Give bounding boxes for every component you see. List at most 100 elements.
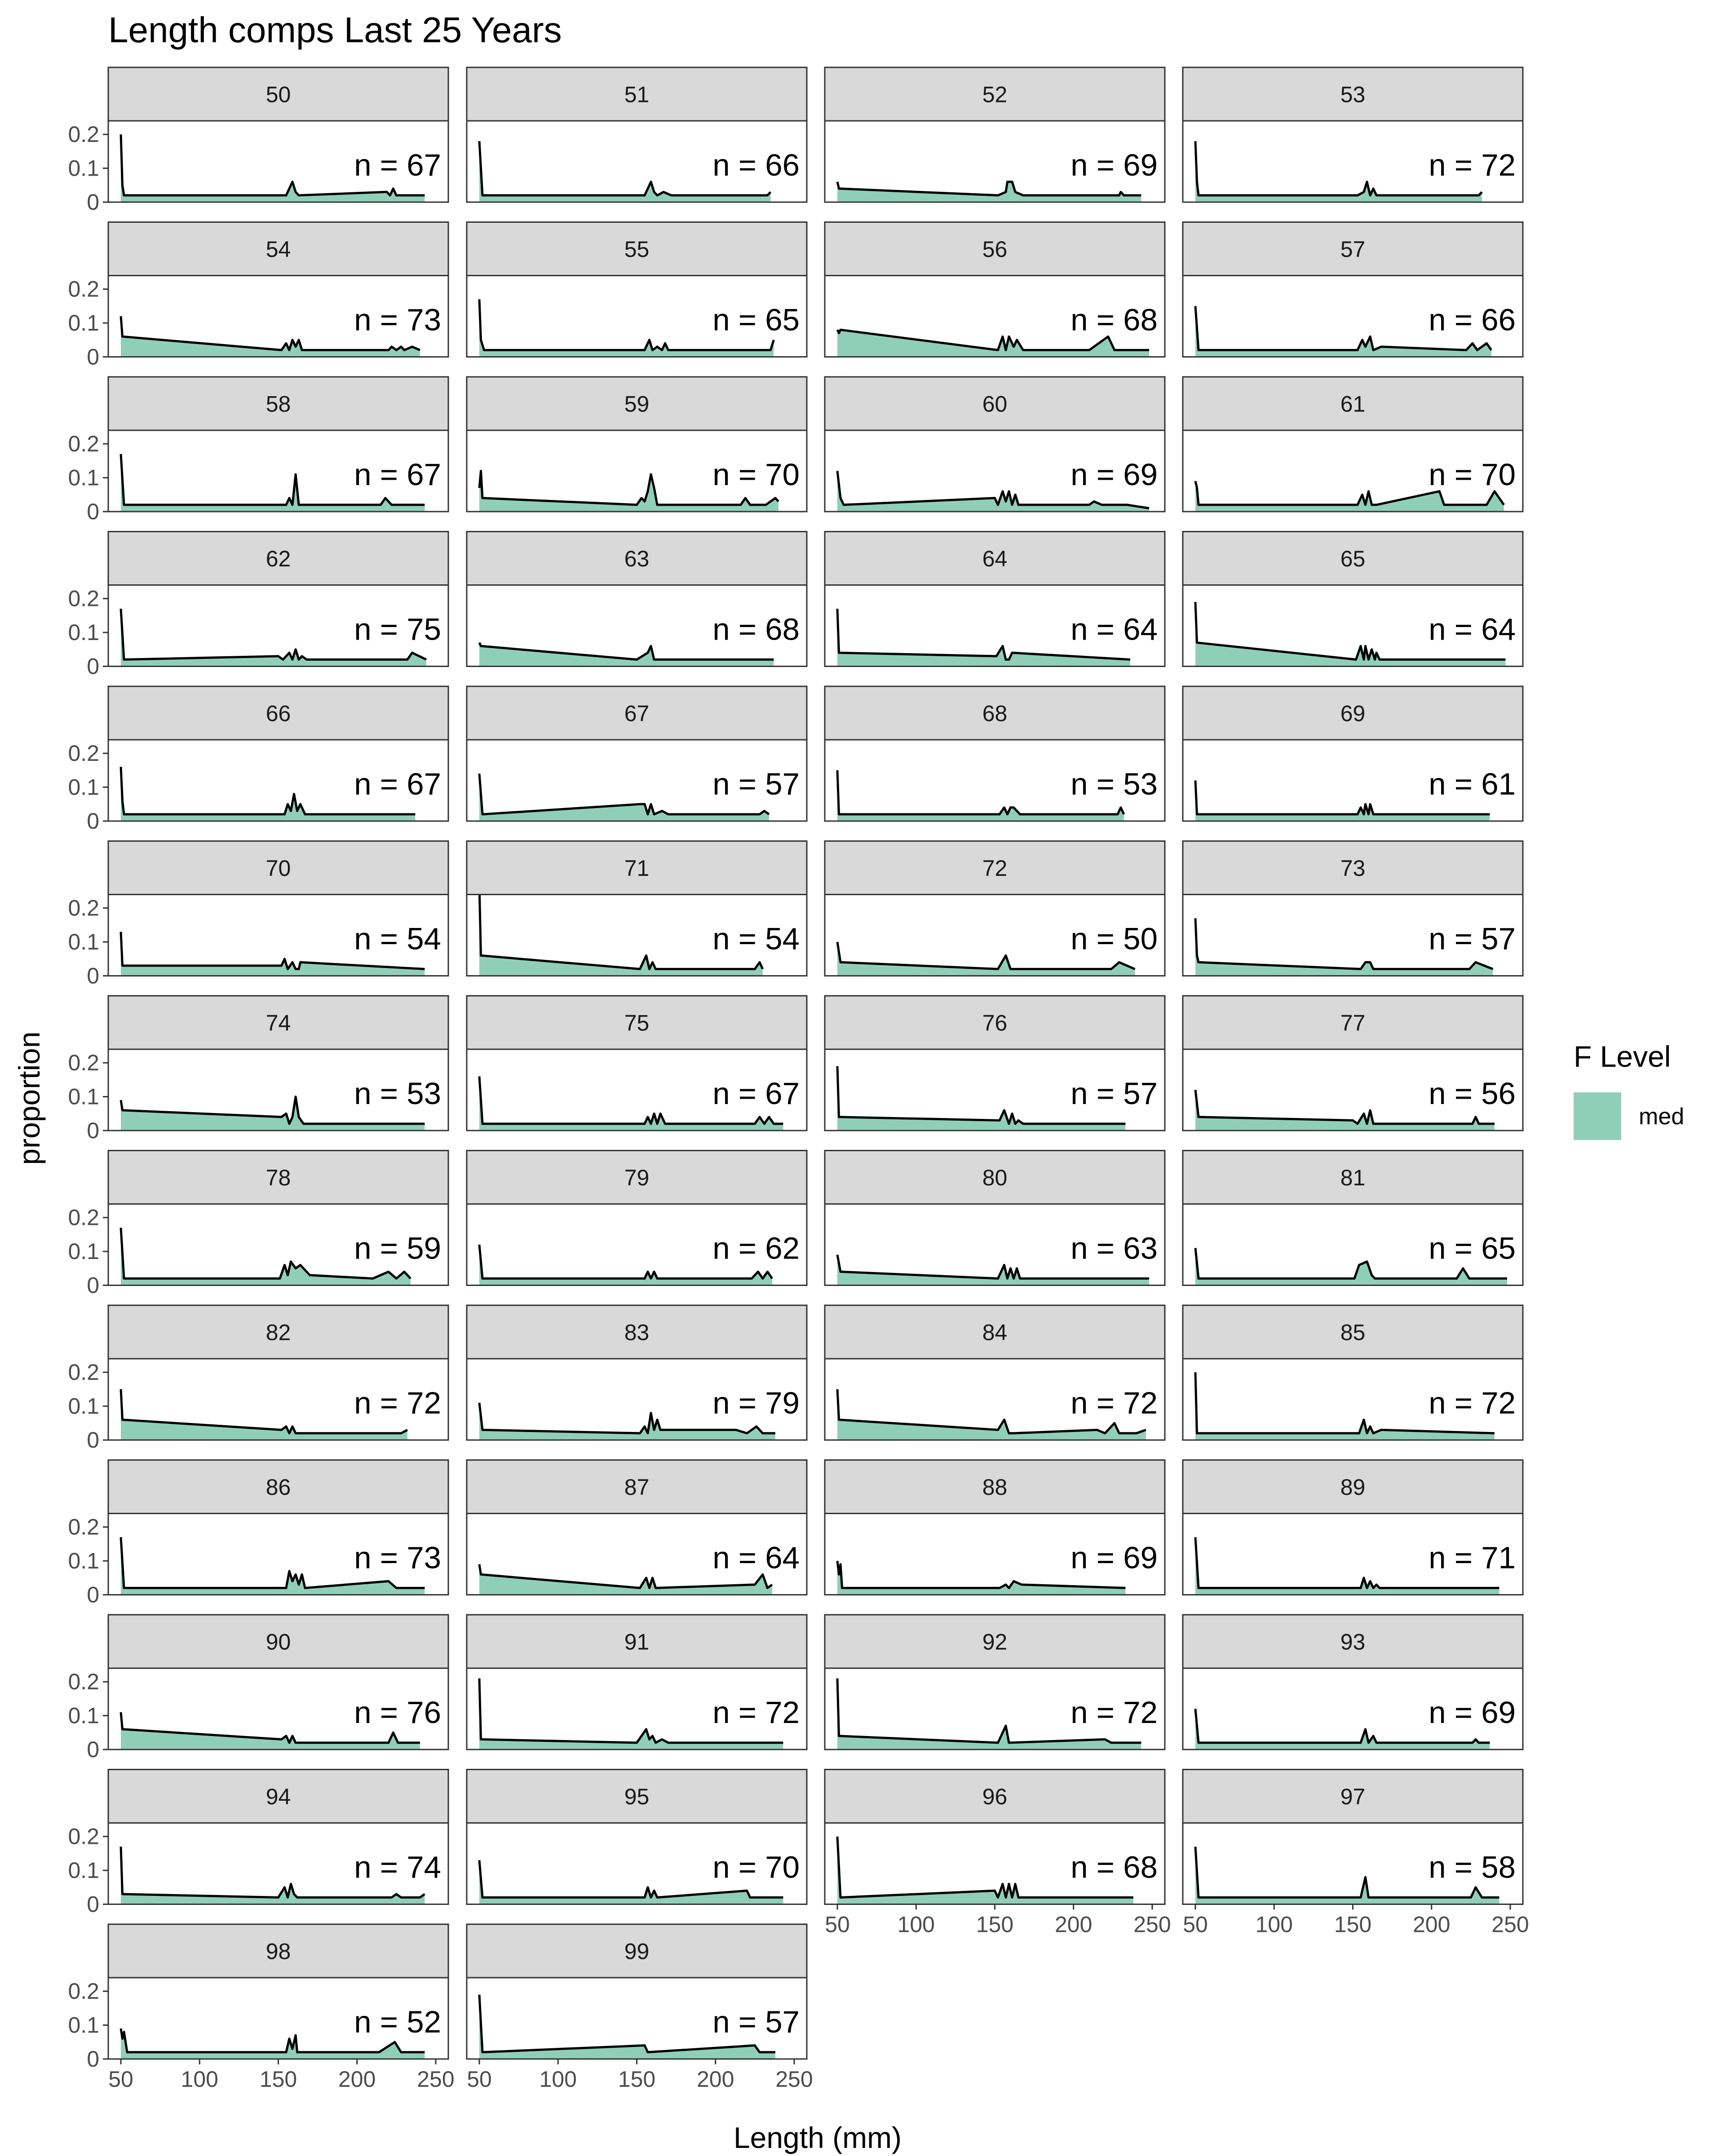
strip-83 <box>466 1304 808 1360</box>
panel-border-82 <box>107 1358 449 1441</box>
strip-label-97: 97 <box>1340 1784 1366 1809</box>
x-tick-label: 50 <box>1183 1912 1208 1937</box>
strip-99 <box>466 1923 808 1979</box>
y-tick-label: 0.2 <box>68 122 99 147</box>
n-label-94: n = 74 <box>354 1850 441 1885</box>
y-tick-label: 0.2 <box>68 896 99 921</box>
panel-93: 93 n = 69 <box>1182 1614 1524 1750</box>
panel-border-54 <box>107 275 449 358</box>
y-tick-label: 0.1 <box>68 1394 99 1419</box>
n-label-90: n = 76 <box>354 1695 441 1730</box>
panel-57: 57 n = 66 <box>1182 221 1524 358</box>
legend-title: F Level <box>1574 1040 1671 1073</box>
strip-label-61: 61 <box>1340 392 1366 417</box>
n-label-93: n = 69 <box>1429 1695 1516 1730</box>
panel-54: 54 n = 73 0 0.1 0.2 <box>68 221 449 370</box>
strip-label-94: 94 <box>266 1784 291 1809</box>
area-69 <box>1195 780 1490 821</box>
strip-label-96: 96 <box>982 1784 1008 1809</box>
n-label-80: n = 63 <box>1070 1231 1158 1266</box>
x-tick-label: 150 <box>976 1912 1013 1937</box>
panel-border-59 <box>466 429 808 512</box>
y-tick-label: 0.1 <box>68 929 99 954</box>
strip-69 <box>1182 685 1524 741</box>
line-88 <box>836 1560 1126 1589</box>
strip-60 <box>824 376 1166 431</box>
panel-68: 68 n = 53 <box>824 685 1166 822</box>
y-tick-label: 0.1 <box>68 620 99 645</box>
n-label-97: n = 58 <box>1429 1850 1516 1885</box>
panel-66: 66 n = 67 0 0.1 0.2 <box>68 685 449 834</box>
panel-border-53 <box>1182 120 1524 203</box>
strip-label-62: 62 <box>266 546 291 571</box>
strip-98 <box>107 1923 449 1979</box>
area-64 <box>837 609 1130 667</box>
panel-82: 82 n = 72 0 0.1 0.2 <box>68 1304 449 1453</box>
y-tick-label: 0.2 <box>68 1515 99 1540</box>
panel-86: 86 n = 73 0 0.1 0.2 <box>68 1459 449 1608</box>
strip-label-52: 52 <box>982 82 1008 107</box>
strip-label-76: 76 <box>982 1011 1008 1036</box>
panel-border-87 <box>466 1513 808 1595</box>
line-73 <box>1194 918 1494 970</box>
strip-62 <box>107 531 449 586</box>
strip-label-66: 66 <box>266 701 291 726</box>
y-tick-label: 0 <box>87 963 99 989</box>
strip-61 <box>1182 376 1524 431</box>
strip-label-71: 71 <box>624 856 650 881</box>
line-80 <box>836 1255 1149 1280</box>
x-tick-label: 250 <box>1133 1912 1171 1937</box>
n-label-58: n = 67 <box>354 457 441 492</box>
y-tick-label: 0.2 <box>68 1360 99 1385</box>
line-66 <box>119 767 416 816</box>
panel-border-79 <box>466 1203 808 1286</box>
panel-90: 90 n = 76 0 0.1 0.2 <box>68 1614 449 1762</box>
panel-border-50 <box>107 120 449 203</box>
line-55 <box>478 299 775 351</box>
n-label-84: n = 72 <box>1070 1386 1158 1420</box>
y-tick-label: 0.2 <box>68 1824 99 1849</box>
area-52 <box>837 181 1141 202</box>
n-label-96: n = 68 <box>1070 1850 1158 1885</box>
y-tick-label: 0 <box>87 1118 99 1143</box>
x-tick-label: 100 <box>1256 1912 1293 1937</box>
panel-border-78 <box>107 1203 449 1286</box>
strip-77 <box>1182 995 1524 1050</box>
panel-border-88 <box>824 1513 1166 1595</box>
n-label-86: n = 73 <box>354 1541 441 1575</box>
x-tick-label: 50 <box>825 1912 850 1937</box>
panel-71: 71 n = 54 <box>466 840 808 976</box>
line-65 <box>1194 602 1506 661</box>
area-68 <box>837 770 1124 821</box>
line-89 <box>1194 1537 1499 1589</box>
y-tick-label: 0.2 <box>68 1205 99 1230</box>
panel-border-64 <box>824 584 1166 667</box>
strip-label-68: 68 <box>982 701 1008 726</box>
line-64 <box>836 609 1131 661</box>
strip-label-79: 79 <box>624 1165 650 1190</box>
strip-70 <box>107 840 449 895</box>
strip-label-92: 92 <box>982 1630 1008 1655</box>
y-tick-label: 0.1 <box>68 1084 99 1109</box>
strip-76 <box>824 995 1166 1050</box>
n-label-62: n = 75 <box>354 612 441 647</box>
x-tick-label: 250 <box>417 2067 454 2092</box>
x-tick-label: 200 <box>1055 1912 1092 1937</box>
line-97 <box>1194 1847 1499 1899</box>
y-tick-label: 0 <box>87 808 99 834</box>
strip-57 <box>1182 221 1524 276</box>
area-54 <box>121 316 420 357</box>
panel-border-58 <box>107 429 449 512</box>
strip-93 <box>1182 1614 1524 1669</box>
x-tick-label: 50 <box>108 2067 133 2092</box>
strip-label-81: 81 <box>1340 1165 1366 1190</box>
area-93 <box>1195 1709 1490 1750</box>
strip-label-69: 69 <box>1340 701 1366 726</box>
area-60 <box>837 471 1149 512</box>
n-label-91: n = 72 <box>712 1695 800 1730</box>
x-tick-label: 150 <box>618 2067 655 2092</box>
line-82 <box>119 1389 408 1435</box>
y-tick-label: 0.1 <box>68 1703 99 1728</box>
y-tick-label: 0.1 <box>68 2013 99 2038</box>
x-tick-label: 200 <box>1413 1912 1450 1937</box>
